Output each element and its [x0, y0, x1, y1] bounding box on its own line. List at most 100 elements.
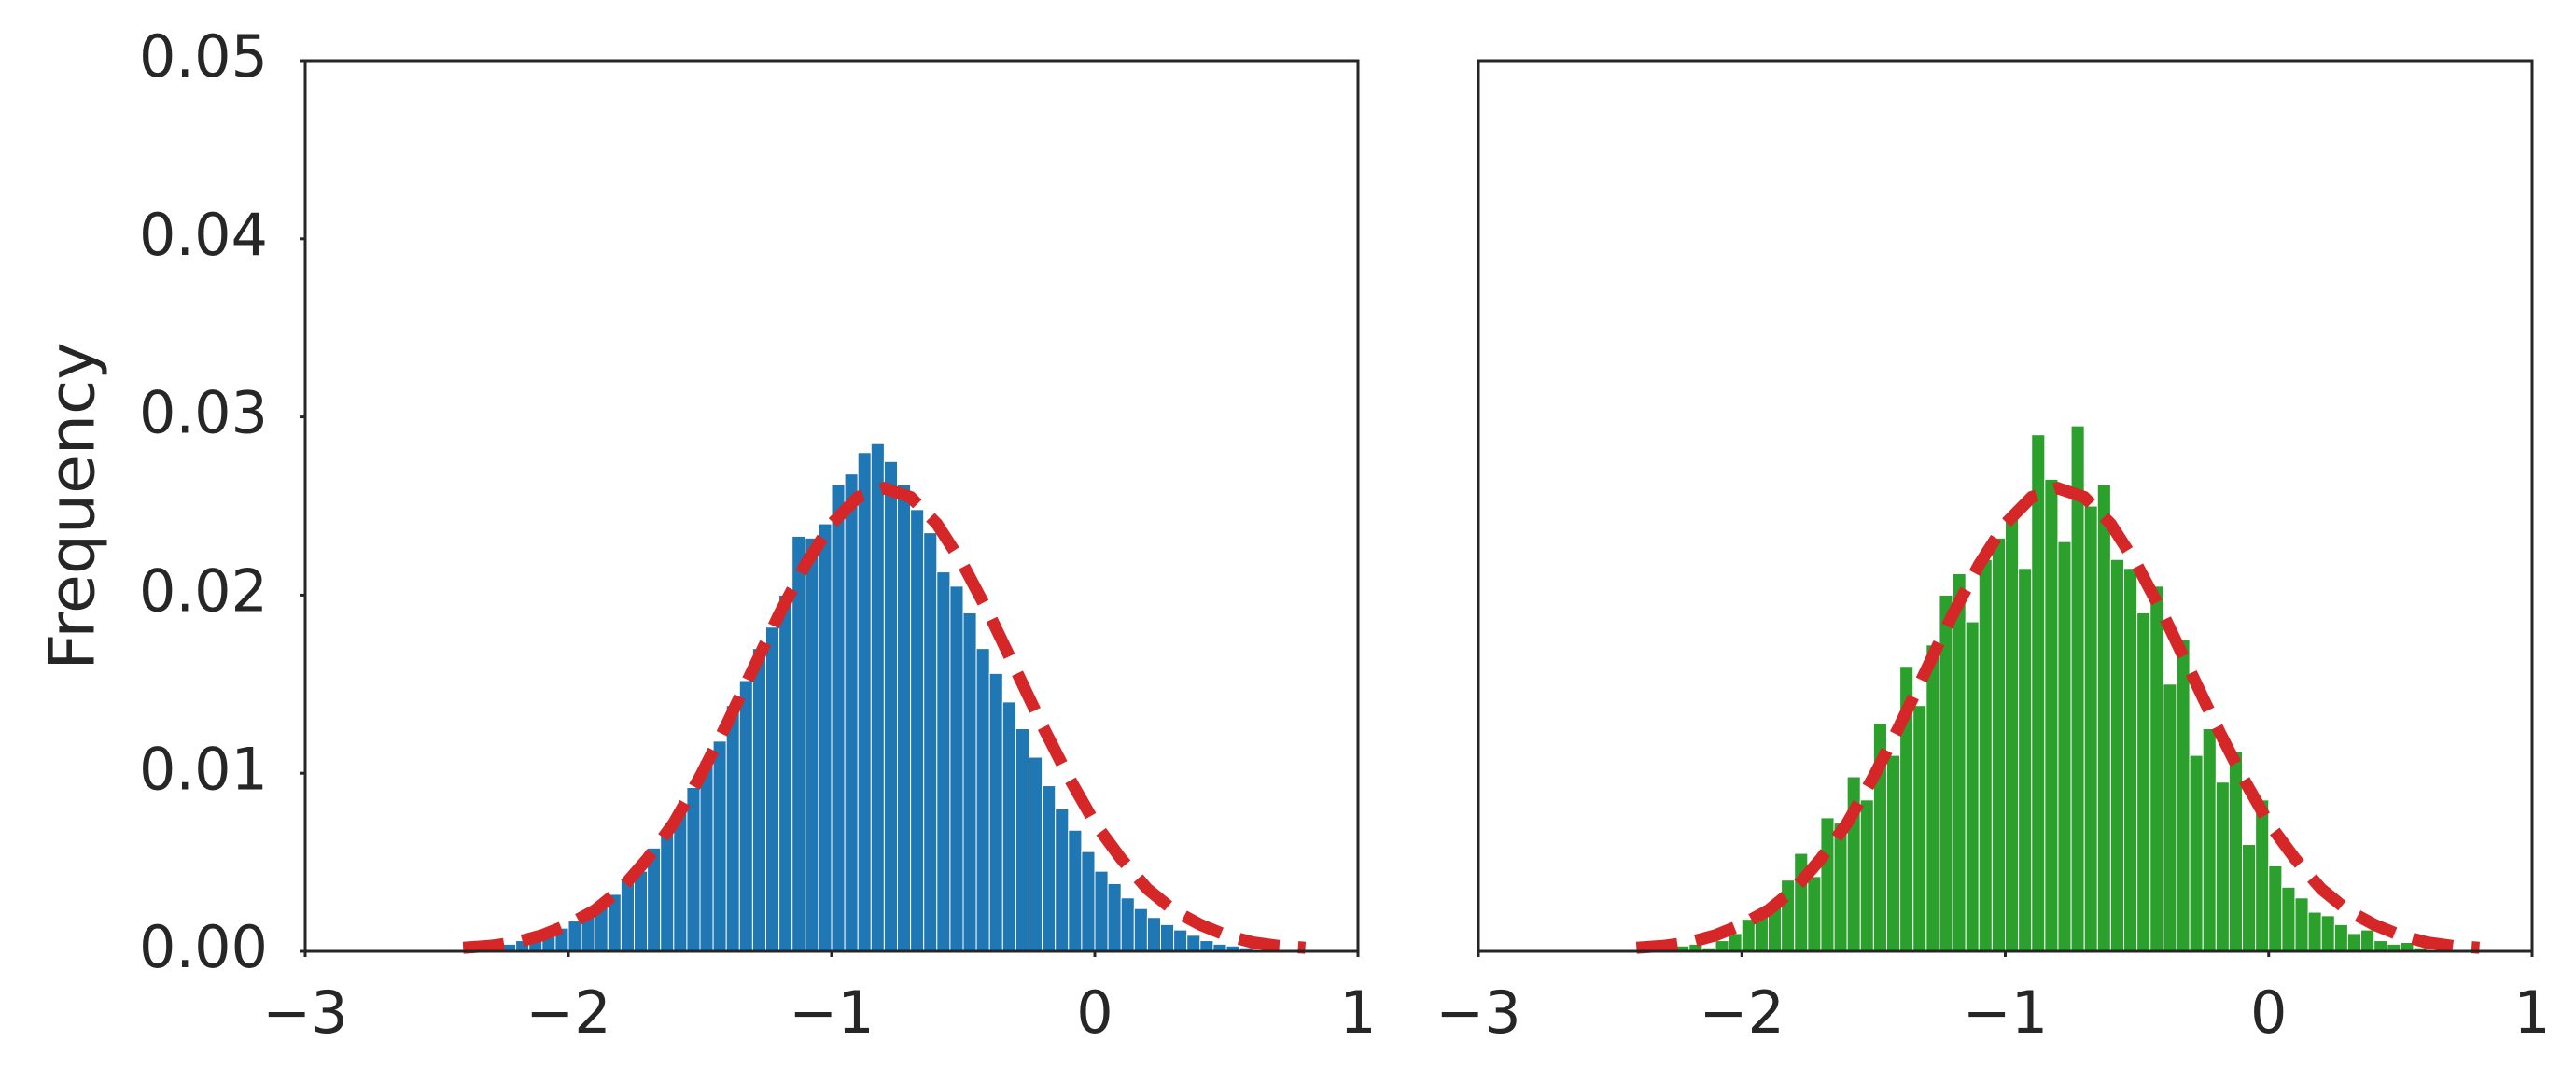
bar — [857, 452, 872, 952]
bar — [2294, 897, 2309, 952]
bar — [2031, 434, 2046, 952]
bar — [897, 484, 912, 952]
x-tick-label: −2 — [1700, 978, 1785, 1047]
y-tick-label: 0.02 — [139, 556, 268, 625]
bar — [1120, 897, 1135, 952]
bar — [1001, 701, 1016, 952]
x-tick-label: 0 — [2250, 978, 2287, 1047]
bar — [2096, 484, 2111, 952]
fit-line — [462, 482, 1307, 954]
bar — [2373, 940, 2388, 952]
bar — [962, 612, 977, 952]
bar — [975, 648, 990, 952]
bar — [2070, 425, 2085, 952]
bar — [1173, 929, 1188, 952]
bar — [2307, 911, 2322, 952]
bar — [988, 672, 1003, 952]
bar — [620, 879, 636, 952]
y-tick-label: 0.00 — [139, 913, 268, 981]
x-tick-label: −3 — [1435, 978, 1520, 1047]
bar — [567, 921, 582, 952]
bar — [1978, 558, 1993, 952]
bar — [1859, 799, 1874, 952]
bar — [923, 532, 938, 952]
fit-line — [1635, 482, 2480, 954]
bar — [1965, 621, 1980, 952]
bar — [2136, 612, 2151, 952]
bar — [1055, 808, 1070, 952]
x-tick-label: 1 — [2513, 978, 2550, 1047]
bar — [686, 786, 701, 952]
x-tick-label: −2 — [525, 978, 610, 1047]
bar — [1728, 933, 1743, 952]
bar — [1715, 940, 1729, 952]
bar — [2268, 865, 2283, 952]
y-tick-label: 0.03 — [139, 379, 268, 447]
bar — [910, 509, 925, 952]
bar — [870, 443, 885, 952]
bar — [751, 648, 767, 952]
bar — [1199, 940, 1214, 952]
bar — [831, 484, 846, 952]
bar — [765, 626, 780, 952]
bar — [738, 680, 753, 952]
bar — [1160, 923, 1175, 952]
bar — [1741, 919, 1756, 952]
x-tick-label: −3 — [262, 978, 347, 1047]
bar — [1015, 728, 1030, 952]
bar — [1186, 935, 1201, 952]
x-tick-label: −1 — [789, 978, 874, 1047]
bar — [725, 705, 740, 952]
bar — [2215, 781, 2230, 952]
bar — [2123, 568, 2138, 952]
bar — [2083, 505, 2098, 952]
bar — [2346, 933, 2362, 952]
bar — [2189, 754, 2204, 952]
bar — [1081, 851, 1096, 952]
bar — [2044, 478, 2059, 952]
bar — [1912, 705, 1927, 952]
y-tick-label: 0.01 — [139, 735, 268, 803]
bar — [2281, 886, 2296, 952]
bar — [2109, 558, 2125, 952]
bar — [2163, 683, 2177, 952]
bar — [818, 523, 833, 952]
bar — [2005, 514, 2020, 952]
bar — [2320, 915, 2335, 952]
bar — [2242, 844, 2257, 952]
bar — [634, 870, 649, 952]
bar — [2333, 923, 2348, 952]
bar — [1952, 573, 1967, 952]
x-tick-label: −1 — [1963, 978, 2048, 1047]
bar — [2018, 568, 2033, 952]
bar — [1094, 870, 1109, 952]
bar — [2360, 929, 2375, 952]
bar — [883, 460, 899, 952]
bar — [2255, 799, 2270, 952]
bar — [778, 594, 793, 952]
x-tick-label: 0 — [1076, 978, 1113, 1047]
bar — [2228, 751, 2244, 952]
bar — [844, 473, 859, 952]
bar — [1029, 756, 1043, 952]
bar — [1925, 644, 1940, 952]
bar — [1068, 829, 1083, 952]
bar — [1133, 907, 1148, 952]
x-tick-label: 1 — [1339, 978, 1376, 1047]
y-tick-label: 0.04 — [139, 201, 268, 269]
bar — [1807, 876, 1822, 952]
bar — [1781, 879, 1796, 952]
bar — [699, 760, 714, 952]
bar — [936, 571, 951, 952]
bar — [1820, 817, 1835, 952]
bar — [2202, 728, 2217, 952]
bar — [1885, 754, 1901, 952]
bar — [1107, 882, 1122, 952]
bar — [2057, 541, 2072, 952]
bar — [1146, 917, 1162, 952]
y-tick-label: 0.05 — [139, 22, 268, 91]
bar — [1042, 785, 1057, 952]
bar — [1991, 537, 2006, 952]
bar — [805, 537, 819, 952]
